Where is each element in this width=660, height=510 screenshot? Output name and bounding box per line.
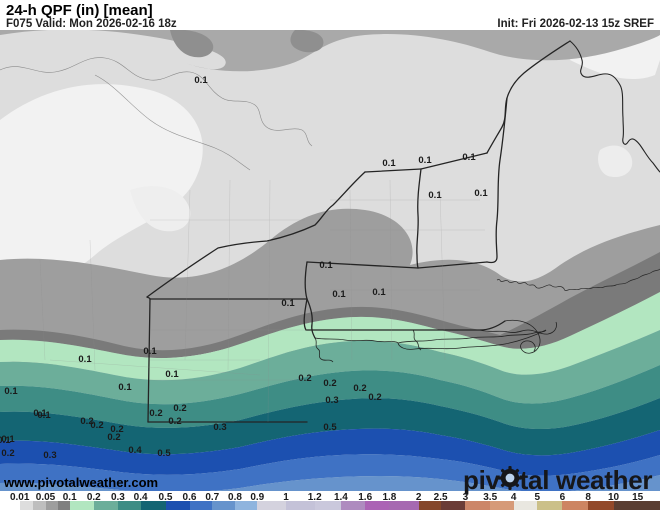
svg-text:0.2: 0.2 — [173, 403, 186, 414]
svg-text:0.2: 0.2 — [368, 392, 381, 403]
svg-text:0.1: 0.1 — [78, 354, 92, 365]
svg-text:0.1: 0.1 — [418, 155, 432, 166]
svg-text:0.2: 0.2 — [80, 416, 93, 427]
svg-text:0.1: 0.1 — [118, 382, 132, 393]
svg-text:0.2: 0.2 — [353, 383, 366, 394]
svg-text:0.3: 0.3 — [43, 450, 56, 461]
svg-text:0.4: 0.4 — [128, 445, 142, 456]
svg-text:0.2: 0.2 — [168, 416, 181, 427]
svg-text:0.2: 0.2 — [149, 408, 162, 419]
svg-text:0.1: 0.1 — [372, 287, 386, 298]
svg-text:0.1: 0.1 — [474, 188, 488, 199]
svg-text:0.1: 0.1 — [33, 408, 47, 419]
svg-text:0.1: 0.1 — [4, 386, 18, 397]
svg-text:0.2: 0.2 — [1, 448, 14, 459]
svg-text:0.1: 0.1 — [462, 152, 476, 163]
svg-text:0.1: 0.1 — [382, 158, 396, 169]
svg-text:0.3: 0.3 — [213, 422, 226, 433]
svg-text:0.1: 0.1 — [165, 369, 179, 380]
svg-text:0.1: 0.1 — [319, 260, 333, 271]
svg-text:0.1: 0.1 — [332, 289, 346, 300]
svg-text:0.1: 0.1 — [281, 298, 295, 309]
svg-text:0.2: 0.2 — [323, 378, 336, 389]
svg-text:0.1: 0.1 — [143, 346, 157, 357]
svg-text:0.2: 0.2 — [298, 373, 311, 384]
svg-text:0.1: 0.1 — [194, 75, 208, 86]
svg-text:0.1: 0.1 — [1, 434, 15, 445]
svg-text:0.5: 0.5 — [157, 448, 171, 459]
svg-text:0.2: 0.2 — [107, 432, 120, 443]
svg-text:0.5: 0.5 — [323, 422, 337, 433]
svg-text:0.3: 0.3 — [325, 395, 338, 406]
